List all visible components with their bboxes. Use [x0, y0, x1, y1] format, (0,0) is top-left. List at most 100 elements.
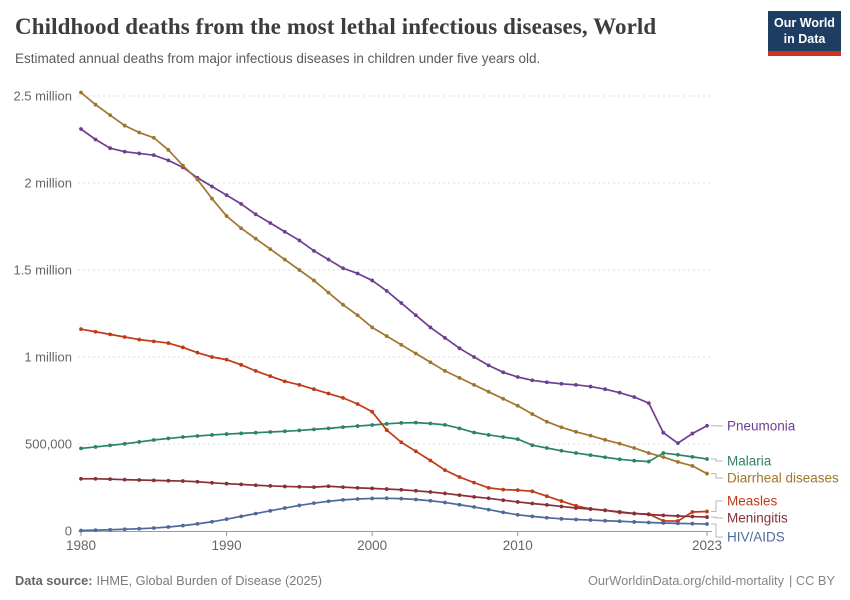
data-point [224, 357, 229, 362]
data-point [210, 519, 214, 524]
legend-label-diarrheal-diseases[interactable]: Diarrheal diseases [727, 471, 839, 486]
data-point [574, 451, 578, 455]
legend-label-pneumonia[interactable]: Pneumonia [727, 419, 796, 434]
chart-subtitle: Estimated annual deaths from major infec… [15, 51, 541, 66]
data-point [661, 521, 666, 525]
data-point [384, 496, 389, 501]
data-point [224, 193, 229, 198]
data-point [486, 485, 491, 490]
owid-logo[interactable]: Our World in Data [768, 11, 841, 57]
y-axis-label: 1.5 million [13, 263, 72, 278]
data-point [151, 153, 156, 158]
data-point [166, 158, 171, 163]
data-point [93, 329, 98, 334]
data-point [530, 412, 535, 416]
data-point [239, 362, 244, 367]
data-point [210, 196, 214, 201]
data-point [675, 514, 680, 518]
data-point [399, 487, 404, 492]
data-point [282, 429, 287, 434]
series-meningitis[interactable] [79, 476, 709, 519]
data-point [239, 226, 244, 231]
data-point [239, 482, 244, 487]
legend-label-measles[interactable]: Measles [727, 494, 778, 509]
data-point [690, 521, 695, 526]
data-point [530, 514, 535, 519]
data-point [166, 148, 171, 152]
data-point [297, 503, 302, 508]
data-point [195, 350, 200, 355]
data-point [341, 266, 345, 271]
data-point [603, 437, 607, 442]
data-point [472, 355, 476, 359]
data-point [530, 443, 535, 448]
data-point [239, 201, 244, 206]
data-point [297, 484, 302, 489]
series-line [80, 421, 708, 463]
data-point [370, 278, 375, 283]
data-point [384, 288, 389, 293]
data-point [79, 327, 83, 332]
data-point [457, 502, 462, 507]
data-point [690, 431, 695, 436]
data-point [428, 360, 433, 365]
data-point [428, 498, 433, 503]
series-pneumonia[interactable] [79, 127, 709, 446]
data-point [443, 468, 447, 472]
series-malaria[interactable] [79, 420, 709, 464]
data-point [530, 489, 535, 494]
data-point [181, 435, 185, 439]
data-point [137, 440, 142, 444]
x-axis-label: 2023 [692, 538, 722, 553]
data-point [268, 430, 273, 434]
data-point [122, 335, 127, 339]
data-point [210, 184, 214, 189]
legend-label-hiv-aids[interactable]: HIV/AIDS [727, 530, 785, 545]
data-point [166, 436, 171, 441]
series-hiv-aids[interactable] [79, 496, 709, 533]
data-point [632, 458, 637, 463]
data-point [355, 485, 360, 490]
data-point [326, 499, 331, 504]
legend-label-meningitis[interactable]: Meningitis [727, 511, 788, 526]
data-point [93, 445, 98, 449]
legend-label-malaria[interactable]: Malaria [727, 454, 772, 469]
chart-footer: Data source: IHME, Global Burden of Disea… [15, 573, 835, 588]
data-point [312, 501, 316, 506]
data-point [122, 477, 127, 482]
data-point [399, 301, 404, 305]
data-point [632, 395, 637, 399]
data-point [486, 433, 491, 437]
data-point [428, 325, 433, 330]
data-point [399, 496, 404, 501]
data-point [515, 500, 520, 504]
data-point [181, 523, 185, 528]
data-point [79, 90, 83, 95]
data-point [443, 369, 447, 373]
legend-connector [711, 473, 723, 479]
data-point [253, 212, 258, 217]
x-axis-label: 2000 [357, 538, 387, 553]
data-point [457, 475, 462, 479]
data-point [355, 402, 360, 406]
data-point [93, 528, 98, 533]
data-point [224, 432, 229, 436]
data-point [181, 163, 185, 168]
data-point [603, 518, 607, 523]
data-point [195, 177, 200, 182]
data-point [93, 102, 98, 107]
data-point [181, 345, 185, 350]
y-axis-label: 0 [65, 524, 72, 539]
series-diarrheal-diseases[interactable] [79, 90, 709, 476]
data-point [384, 487, 389, 491]
data-point [355, 424, 360, 428]
data-point [253, 430, 258, 435]
data-point [370, 325, 375, 330]
data-point [268, 374, 273, 379]
footer-link[interactable]: OurWorldinData.org/child-mortality [587, 573, 784, 588]
data-point [486, 363, 491, 368]
data-point [282, 484, 287, 489]
data-point [690, 464, 695, 468]
data-point [544, 380, 549, 385]
